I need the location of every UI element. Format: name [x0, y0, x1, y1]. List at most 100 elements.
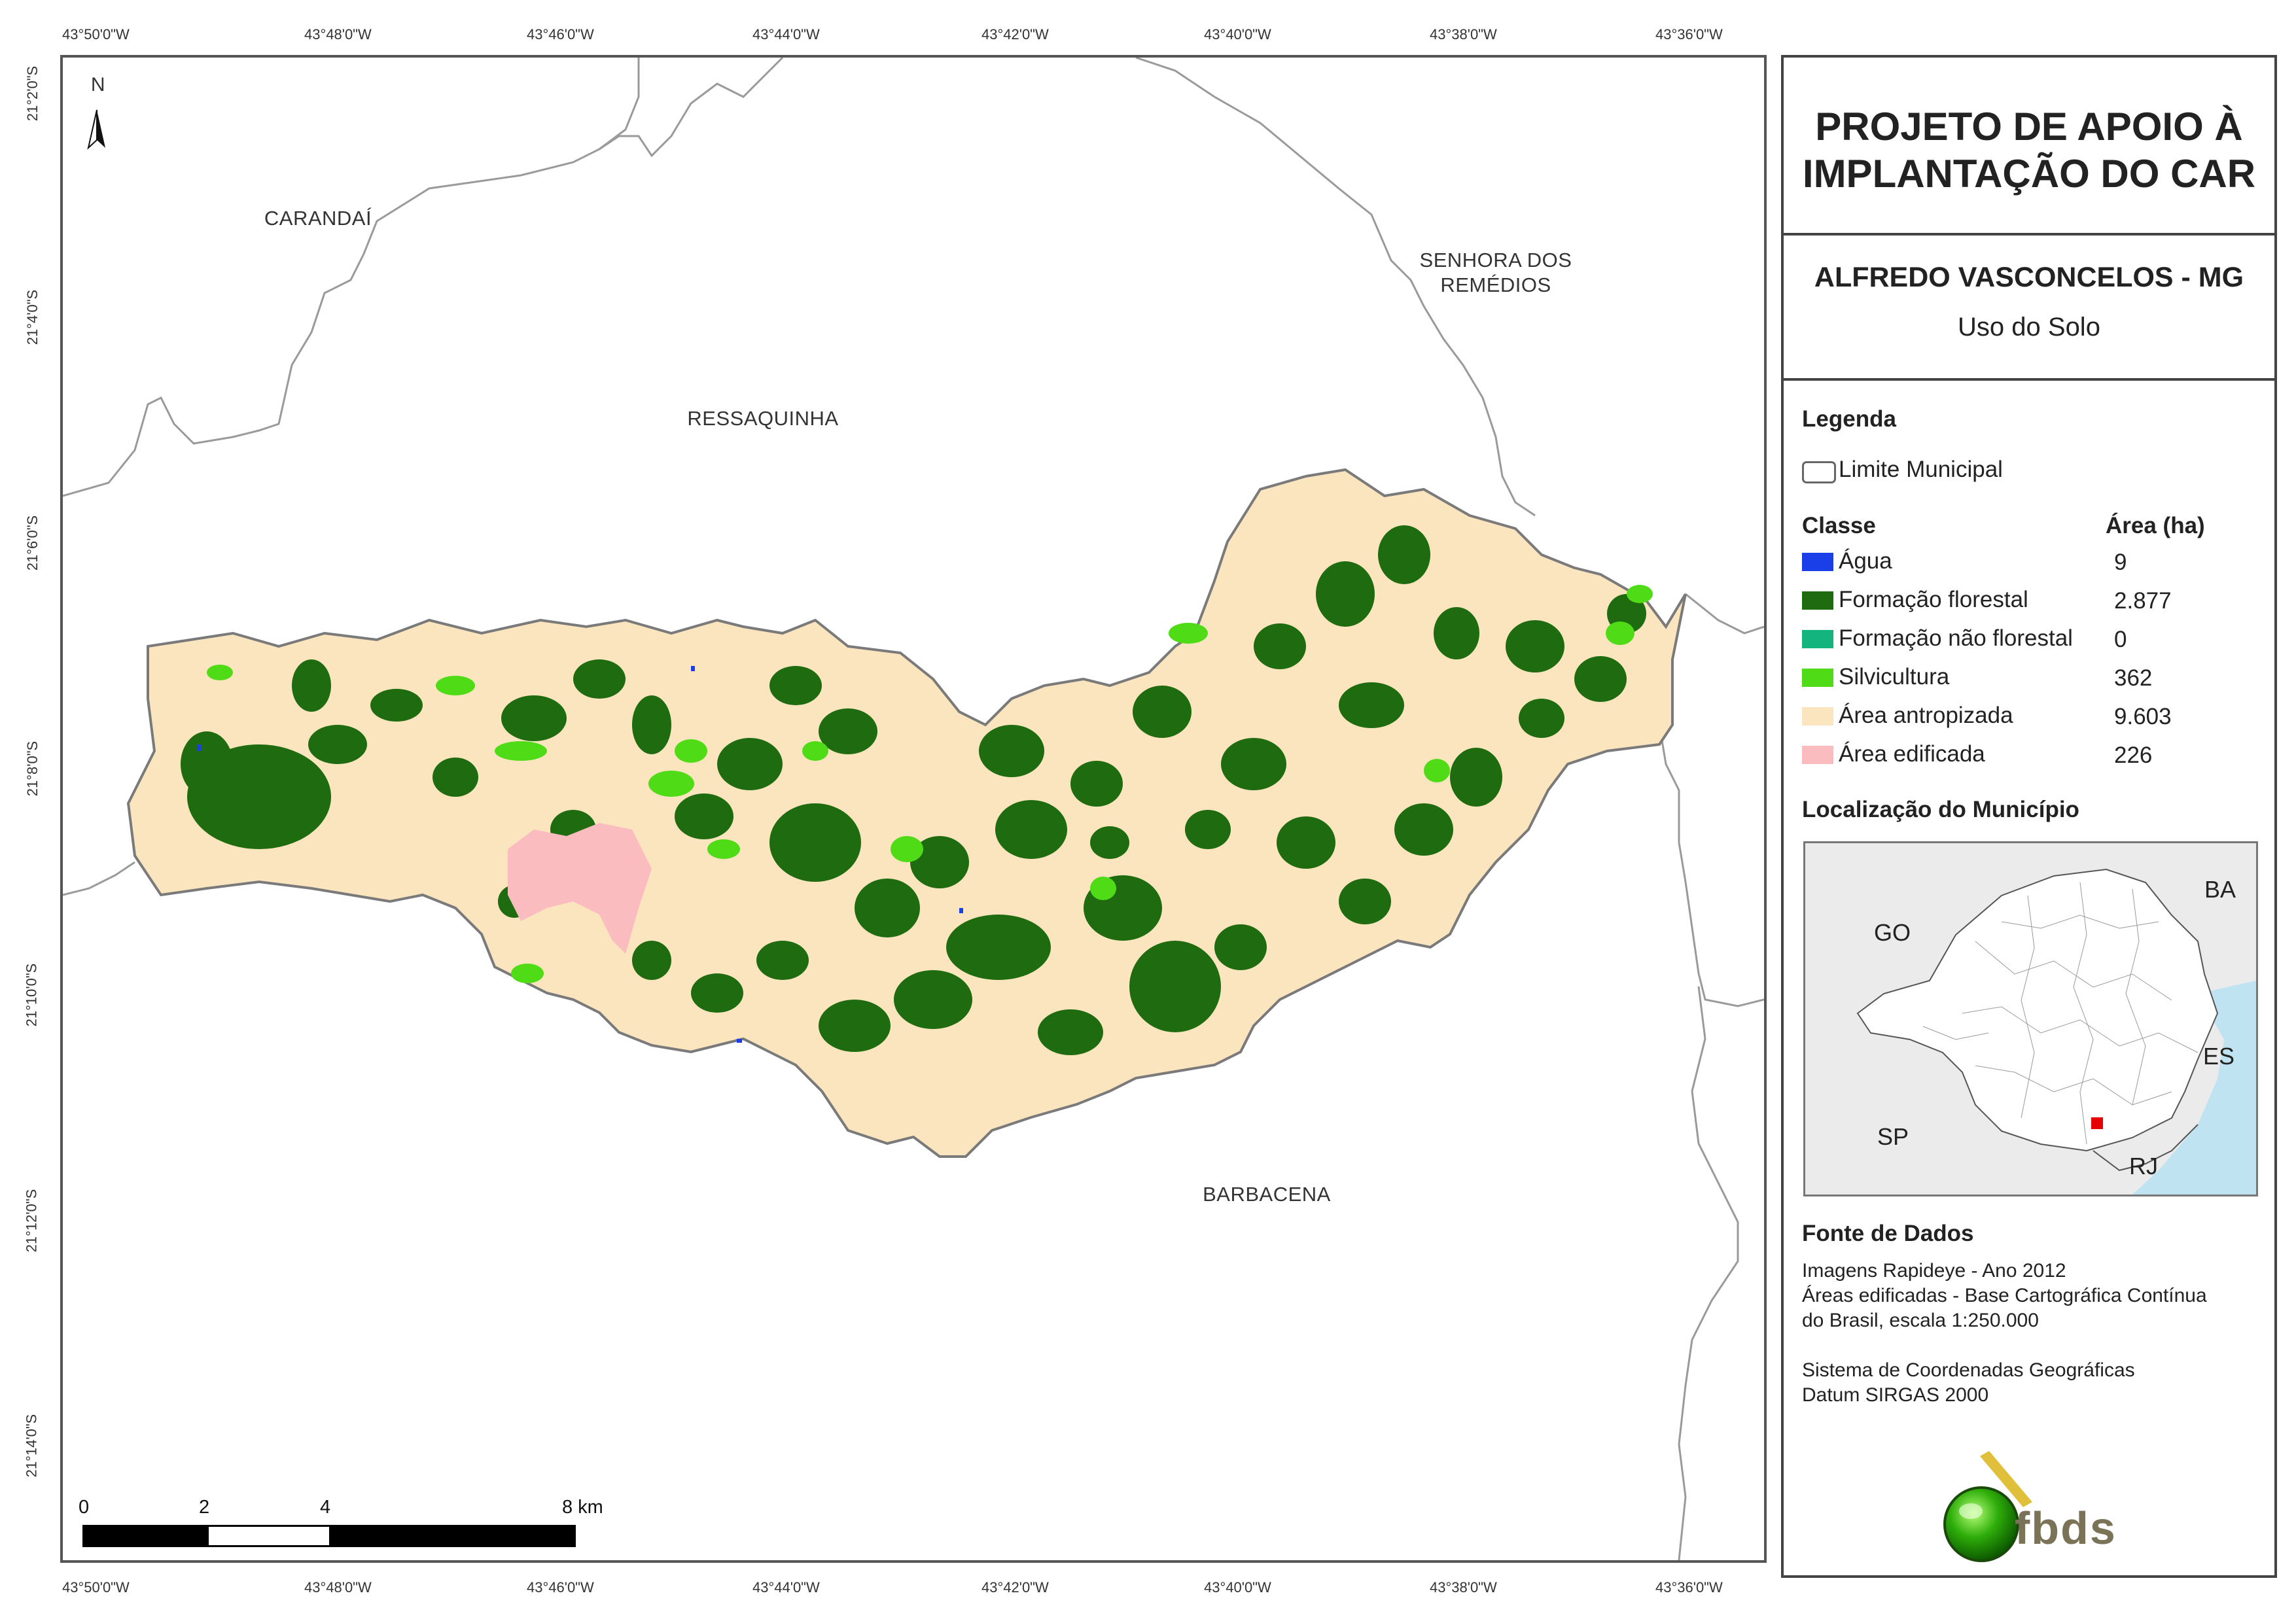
bottom-lon-label: 43°48'0"W	[304, 1579, 372, 1596]
map-frame: N CARANDAÍ SENHORA DOS REMÉDIOS RESSAQUI…	[60, 55, 1767, 1563]
state-label-es: ES	[2203, 1043, 2235, 1070]
top-lon-label: 43°50'0"W	[62, 26, 130, 43]
legend-heading: Legenda	[1802, 406, 1896, 432]
legend-swatch-area-antropizada	[1802, 707, 1833, 725]
project-title: PROJETO DE APOIO À IMPLANTAÇÃO DO CAR	[1784, 103, 2274, 198]
legend-swatch-silvicultura	[1802, 669, 1833, 687]
logo-bar	[1980, 1451, 2032, 1507]
north-arrow	[87, 109, 105, 150]
minas-gerais-outline	[1856, 868, 2219, 1152]
legend-label: Área antropizada	[1839, 703, 2013, 728]
source-line: Datum SIRGAS 2000	[1802, 1384, 1989, 1406]
sources-heading: Fonte de Dados	[1802, 1221, 1974, 1246]
map-theme: Uso do Solo	[1958, 313, 2100, 341]
bottom-lon-label: 43°40'0"W	[1204, 1579, 1271, 1596]
legend-label: Água	[1839, 548, 1892, 574]
north-arrow-label: N	[90, 74, 106, 96]
neighbor-label-ressaquinha: RESSAQUINHA	[687, 407, 839, 430]
scale-label-0: 0	[79, 1497, 90, 1518]
left-lat-label: 21°8'0"S	[24, 741, 41, 797]
legend-label: Formação florestal	[1839, 587, 2028, 612]
top-lon-label: 43°36'0"W	[1655, 26, 1723, 43]
title-line2: IMPLANTAÇÃO DO CAR	[1802, 152, 2256, 196]
legend-label: Área edificada	[1839, 741, 1985, 767]
scale-label-4: 4	[320, 1497, 331, 1518]
municipal-limit-label: Limite Municipal	[1839, 457, 2003, 482]
top-lon-label: 43°44'0"W	[752, 26, 820, 43]
left-lat-label: 21°12'0"S	[23, 1189, 40, 1253]
state-label-go: GO	[1874, 919, 1911, 946]
neighbor-label-senhora-line1: SENHORA DOS	[1419, 249, 1572, 271]
neighbor-label-senhora-line2: REMÉDIOS	[1440, 273, 1551, 296]
built-up-area	[508, 823, 652, 954]
legend-area: 226	[2114, 742, 2153, 768]
silviculture-patches	[207, 585, 1653, 983]
scale-label-8km: 8 km	[562, 1497, 603, 1518]
separator	[1784, 378, 2274, 381]
neighbor-label-carandai: CARANDAÍ	[264, 207, 372, 230]
neighbor-label-barbacena: BARBACENA	[1203, 1183, 1331, 1206]
bottom-lon-label: 43°42'0"W	[981, 1579, 1049, 1596]
left-lat-label: 21°2'0"S	[24, 65, 41, 122]
municipality-polygon	[126, 468, 1687, 1158]
source-line: Sistema de Coordenadas Geográficas	[1802, 1359, 2135, 1381]
bottom-lon-label: 43°46'0"W	[527, 1579, 594, 1596]
municipal-limit-swatch	[1802, 461, 1836, 483]
legend-label: Silvicultura	[1839, 664, 1950, 689]
water-patches	[197, 666, 963, 1043]
top-lon-label: 43°40'0"W	[1204, 26, 1271, 43]
state-label-rj: RJ	[2129, 1153, 2158, 1179]
sea	[2132, 981, 2256, 1195]
left-lat-label: 21°4'0"S	[24, 289, 41, 345]
legend-swatch-agua	[1802, 553, 1833, 571]
scale-bar	[82, 1525, 576, 1547]
fbds-logo: fbds	[1935, 1451, 2132, 1569]
scale-seg-3	[329, 1527, 574, 1545]
legend-area: 0	[2114, 627, 2127, 652]
logo-graphic	[1943, 1451, 2032, 1562]
left-lat-label: 21°14'0"S	[23, 1414, 40, 1478]
source-line: Imagens Rapideye - Ano 2012	[1802, 1260, 2066, 1282]
forest-patches	[181, 525, 1646, 1055]
municipality-name: ALFREDO VASCONCELOS - MG	[1814, 262, 2244, 293]
legend-swatch-formacao-florestal	[1802, 591, 1833, 610]
scale-label-2: 2	[199, 1497, 210, 1518]
area-header: Área (ha)	[2106, 513, 2205, 538]
legend-area: 9.603	[2114, 704, 2172, 729]
scale-seg-2	[209, 1527, 329, 1545]
legend-swatch-area-edificada	[1802, 746, 1833, 764]
top-lon-label: 43°38'0"W	[1430, 26, 1497, 43]
source-line: do Brasil, escala 1:250.000	[1802, 1310, 2039, 1331]
scale-seg-1	[84, 1527, 209, 1545]
rio-de-janeiro-border	[2093, 1124, 2199, 1172]
bottom-lon-label: 43°50'0"W	[62, 1579, 130, 1596]
left-lat-label: 21°6'0"S	[24, 515, 41, 571]
top-lon-label: 43°48'0"W	[304, 26, 372, 43]
top-lon-label: 43°46'0"W	[527, 26, 594, 43]
logo-ball	[1943, 1486, 2019, 1562]
inset-municipal-mesh	[1922, 882, 2199, 1145]
location-inset-map: BA GO ES SP RJ	[1803, 841, 2258, 1196]
land-use-map	[63, 58, 1764, 1560]
class-header: Classe	[1802, 513, 1876, 538]
legend-label: Formação não florestal	[1839, 625, 2073, 651]
inset-svg	[1856, 868, 2256, 1195]
title-line1: PROJETO DE APOIO À	[1815, 105, 2243, 148]
left-lat-label: 21°10'0"S	[23, 963, 40, 1027]
separator	[1784, 233, 2274, 236]
municipal-boundaries	[63, 58, 1764, 1560]
bottom-lon-label: 43°36'0"W	[1655, 1579, 1723, 1596]
info-panel: PROJETO DE APOIO À IMPLANTAÇÃO DO CAR AL…	[1781, 55, 2277, 1578]
legend-area: 2.877	[2114, 588, 2172, 614]
bottom-lon-label: 43°44'0"W	[752, 1579, 820, 1596]
state-label-ba: BA	[2204, 876, 2236, 903]
bottom-lon-label: 43°38'0"W	[1430, 1579, 1497, 1596]
legend-swatch-formacao-nao-florestal	[1802, 630, 1833, 648]
state-label-sp: SP	[1877, 1123, 1909, 1150]
legend-area: 362	[2114, 665, 2153, 691]
logo-text: fbds	[2015, 1503, 2117, 1554]
legend-area: 9	[2114, 550, 2127, 575]
location-heading: Localização do Município	[1802, 797, 2079, 822]
municipality-location-marker	[2090, 1116, 2104, 1130]
source-line: Áreas edificadas - Base Cartográfica Con…	[1802, 1285, 2207, 1306]
